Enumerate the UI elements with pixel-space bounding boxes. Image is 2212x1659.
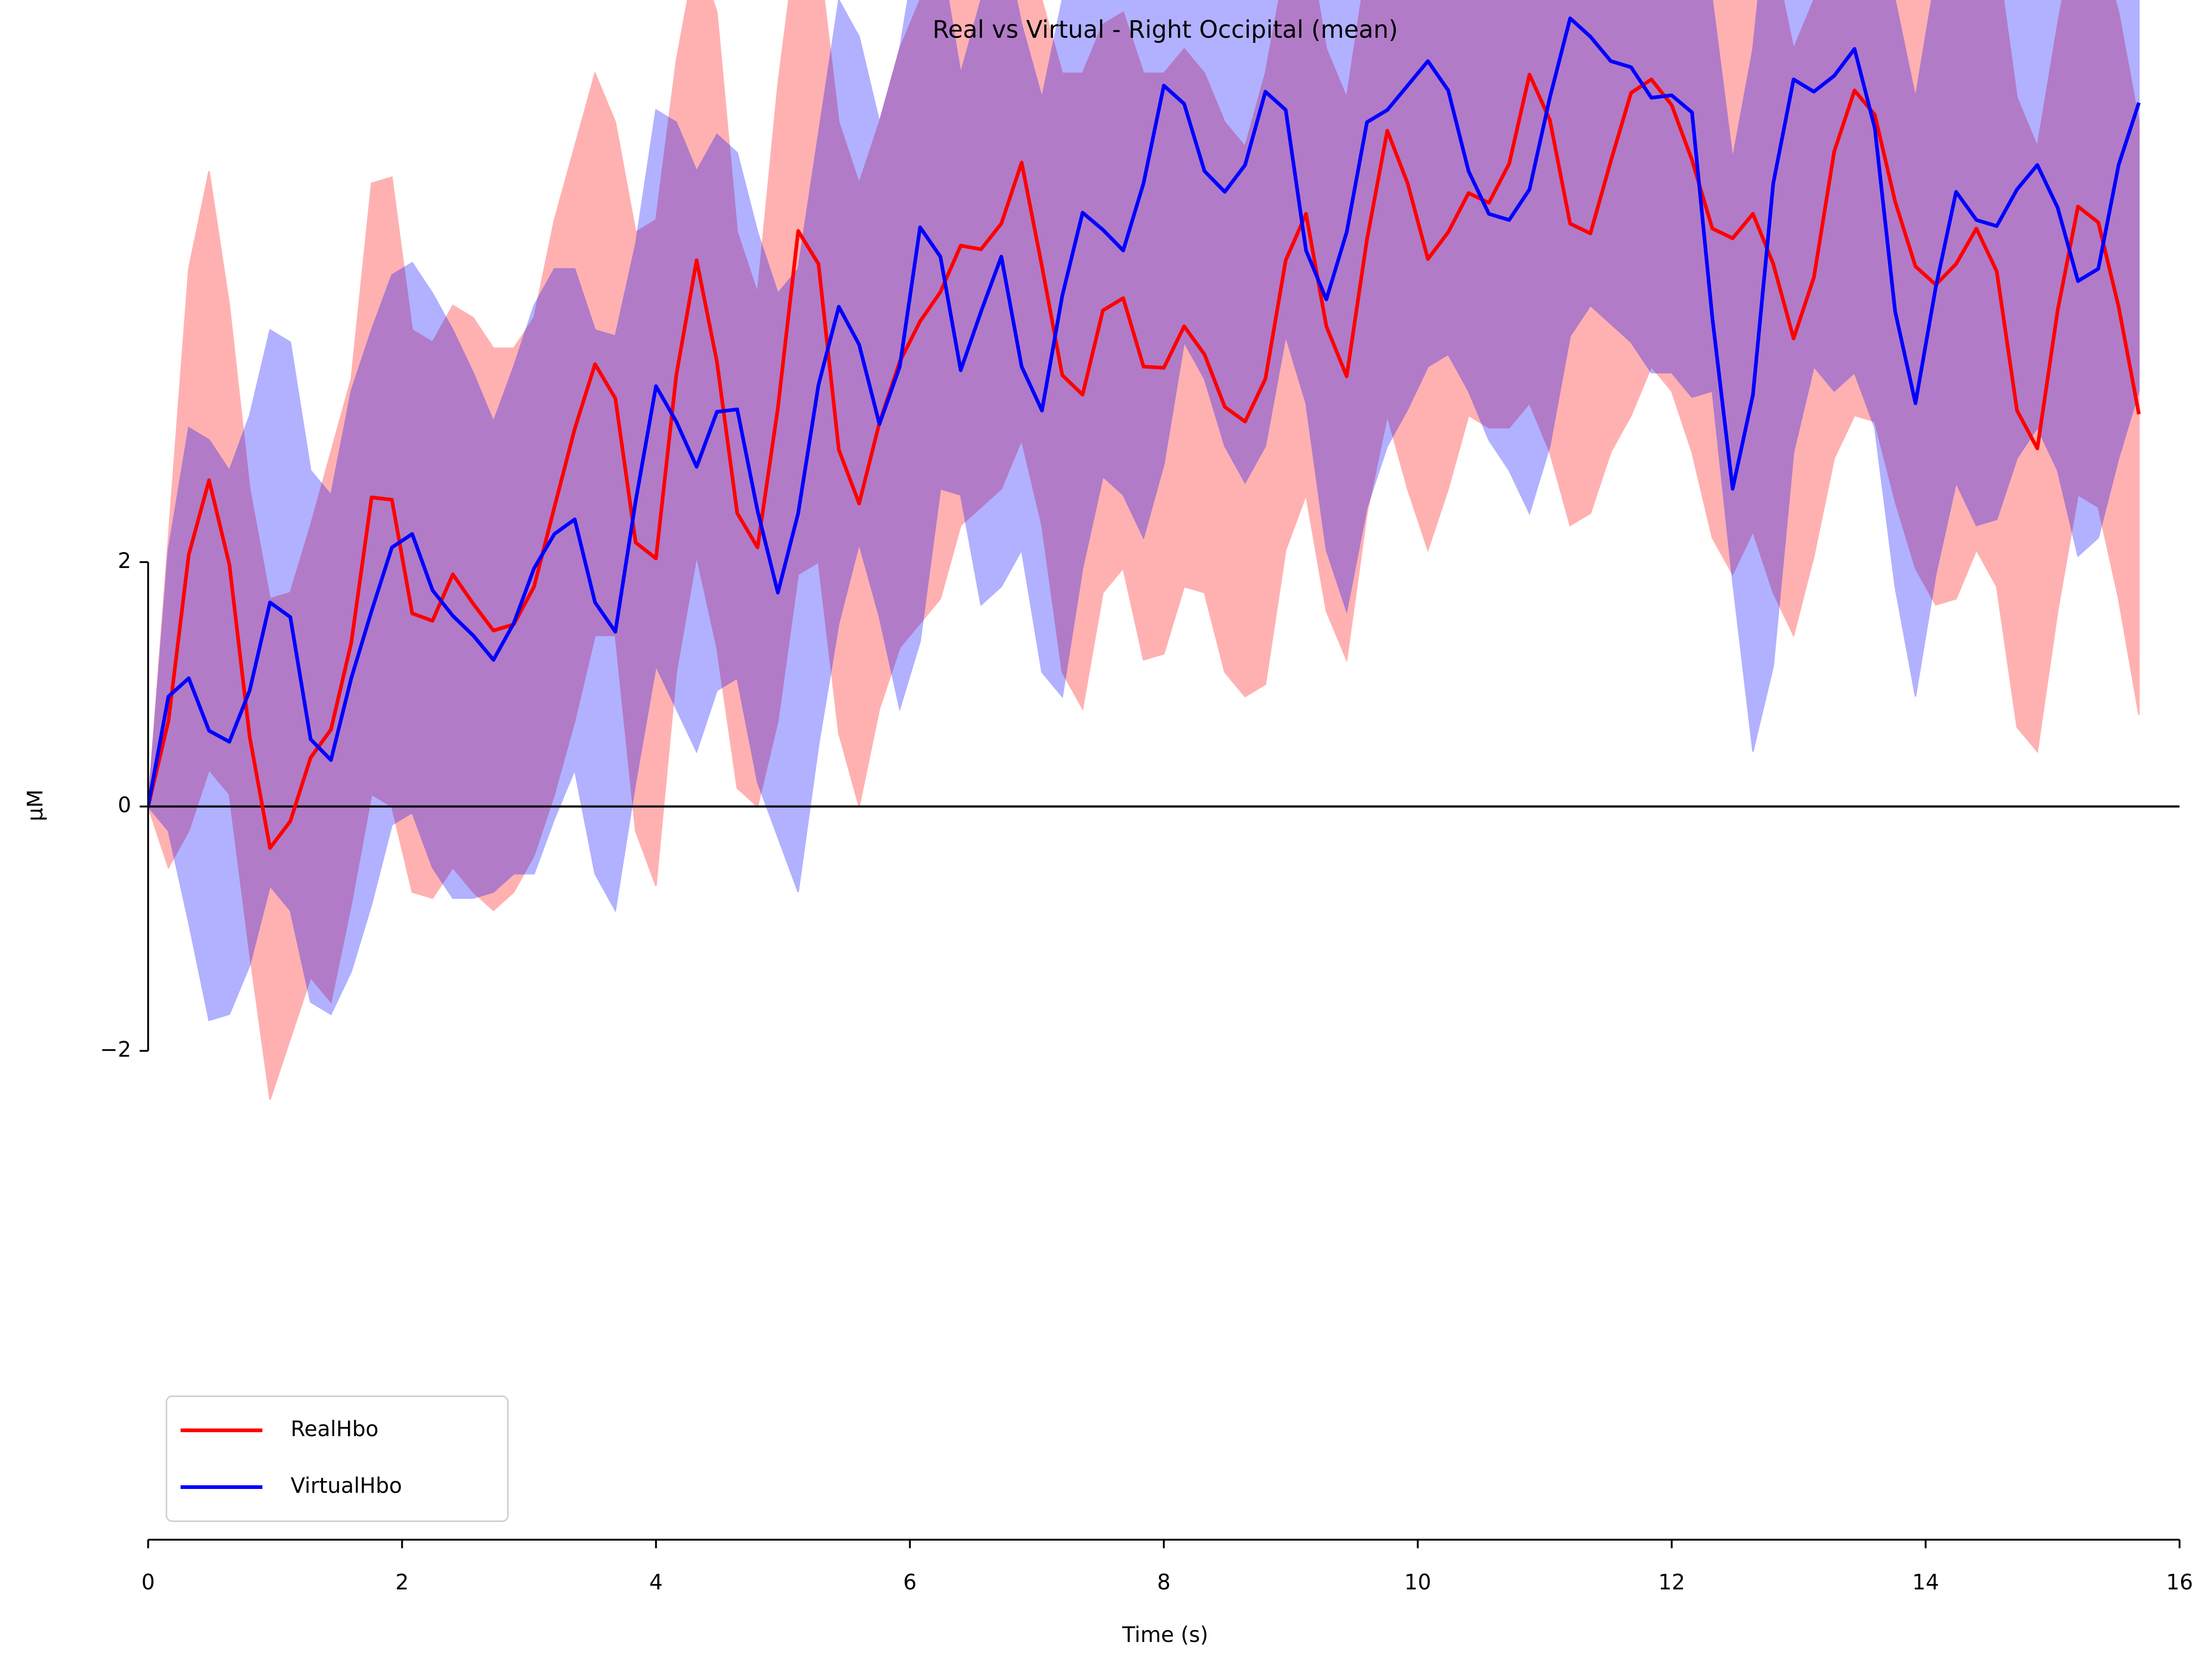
confidence-band <box>148 0 2140 1022</box>
x-tick-label: 16 <box>2166 1570 2193 1594</box>
legend: RealHbo VirtualHbo <box>165 1395 509 1522</box>
x-tick-label: 4 <box>649 1570 663 1594</box>
confidence-band <box>148 0 2140 1100</box>
y-tick-label: −2 <box>100 1037 131 1062</box>
legend-label: VirtualHbo <box>291 1473 402 1498</box>
x-tick-label: 10 <box>1404 1570 1431 1594</box>
x-tick-label: 6 <box>903 1570 917 1594</box>
series-line <box>148 16 2141 807</box>
x-tick-label: 8 <box>1157 1570 1171 1594</box>
chart-title: Real vs Virtual - Right Occipital (mean) <box>933 16 1398 44</box>
legend-frame <box>165 1395 509 1522</box>
x-tick-label: 14 <box>1912 1570 1939 1594</box>
y-tick-label: 2 <box>118 548 131 573</box>
legend-label: RealHbo <box>291 1416 379 1441</box>
x-tick-label: 12 <box>1658 1570 1685 1594</box>
plot-area <box>148 0 2180 1100</box>
axes: −2 0 2 0 2 4 6 8 10 12 14 16 <box>100 548 2193 1594</box>
y-tick-label: 0 <box>118 792 131 817</box>
y-axis-label: µM <box>23 789 47 821</box>
x-axis-label: Time (s) <box>1122 1622 1208 1647</box>
series-line <box>148 72 2141 850</box>
x-tick-label: 0 <box>141 1570 155 1594</box>
x-tick-label: 2 <box>395 1570 409 1594</box>
